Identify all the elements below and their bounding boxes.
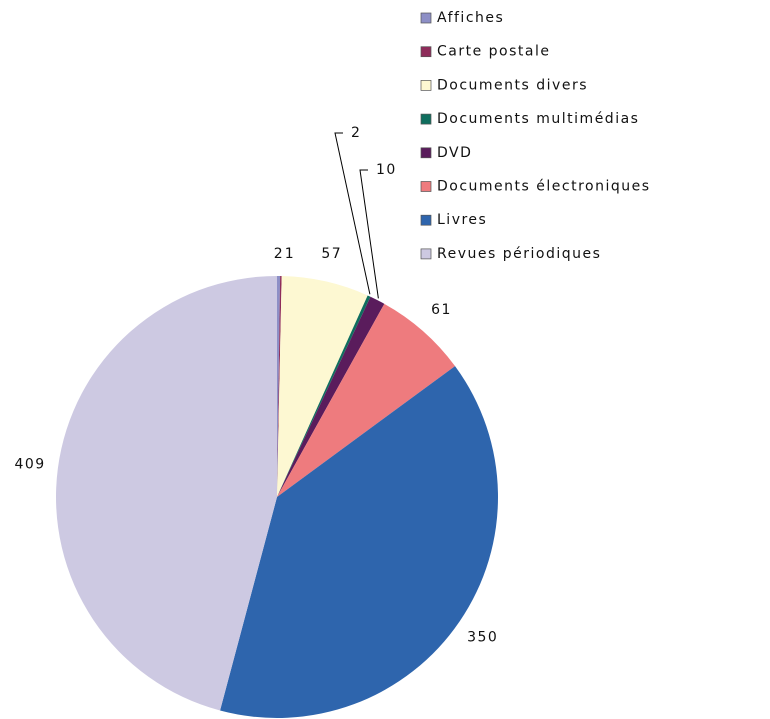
legend-swatch	[420, 113, 432, 125]
pie-slice	[220, 366, 499, 718]
data-label: 10	[376, 162, 397, 178]
pie-slice	[277, 296, 385, 497]
pie-slice	[55, 276, 277, 711]
data-label: 350	[467, 629, 498, 645]
leader-line	[359, 169, 379, 299]
legend-label: DVD	[437, 145, 472, 161]
pie-slice	[277, 303, 456, 497]
legend-label: Documents divers	[437, 77, 588, 93]
data-label: 409	[14, 457, 45, 473]
legend-swatch	[420, 46, 432, 58]
pie-slice	[277, 276, 282, 497]
legend-label: Livres	[437, 212, 487, 228]
data-label: 2	[351, 125, 361, 141]
legend-label: Carte postale	[437, 44, 550, 60]
data-label: 2	[274, 246, 284, 262]
legend-label: Documents multimédias	[437, 111, 639, 127]
pie-slice	[277, 295, 371, 497]
legend-swatch	[420, 181, 432, 192]
legend-swatch	[420, 80, 432, 91]
pie-slice	[277, 276, 281, 497]
data-label: 1	[285, 246, 295, 262]
pie-slice	[277, 276, 368, 497]
legend-label: Documents électroniques	[437, 179, 651, 195]
legend-swatch	[420, 12, 432, 24]
legend-label: Revues périodiques	[437, 246, 601, 262]
legend-swatch	[420, 147, 432, 159]
leader-line	[334, 132, 371, 295]
legend-swatch	[420, 248, 432, 260]
legend-swatch	[420, 214, 432, 226]
legend-label: Affiches	[437, 10, 504, 26]
data-label: 57	[321, 246, 342, 262]
data-label: 61	[431, 302, 452, 318]
